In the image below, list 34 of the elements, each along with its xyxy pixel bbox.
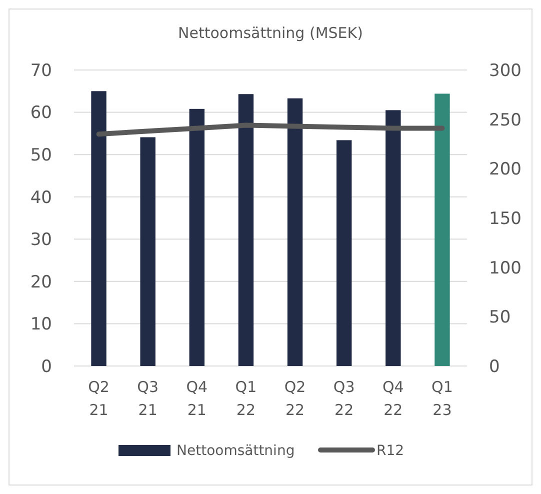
- y-tick-label: 50: [30, 146, 52, 166]
- legend-label: Nettoomsättning: [176, 442, 295, 459]
- legend-label: R12: [376, 442, 404, 459]
- x-tick-label: Q3 21: [137, 378, 159, 419]
- bar: [189, 108, 205, 366]
- bar: [140, 137, 156, 366]
- x-tick-label: Q1 22: [235, 378, 257, 419]
- x-tick-label: Q4 21: [186, 378, 208, 419]
- y-tick-label: 60: [30, 103, 52, 124]
- y-tick-label: 30: [30, 230, 52, 250]
- y2-tick-label: 0: [489, 356, 500, 377]
- bar: [91, 91, 106, 366]
- x-tick-label: Q2 21: [88, 378, 110, 419]
- y-tick-label: 40: [30, 188, 52, 208]
- y-tick-label: 70: [30, 60, 52, 81]
- y2-tick-label: 200: [489, 160, 522, 180]
- y-tick-label: 10: [30, 314, 52, 335]
- y2-tick-label: 250: [489, 110, 522, 130]
- bar: [386, 110, 401, 366]
- bar: [287, 98, 303, 366]
- y-tick-label: 20: [30, 272, 52, 292]
- y2-tick-label: 50: [489, 308, 511, 328]
- bar: [336, 140, 352, 366]
- bar: [434, 94, 450, 366]
- x-tick-label: Q3 22: [333, 378, 355, 419]
- y2-tick-label: 100: [489, 258, 522, 278]
- y-tick-label: 0: [41, 356, 52, 377]
- y2-tick-label: 300: [489, 60, 522, 81]
- y2-tick-label: 150: [489, 208, 522, 229]
- bar: [238, 94, 254, 366]
- x-tick-label: Q2 22: [284, 378, 306, 419]
- x-tick-label: Q1 23: [432, 378, 453, 419]
- x-tick-label: Q4 22: [382, 378, 404, 419]
- chart-title: Nettoomsättning (MSEK): [178, 24, 363, 42]
